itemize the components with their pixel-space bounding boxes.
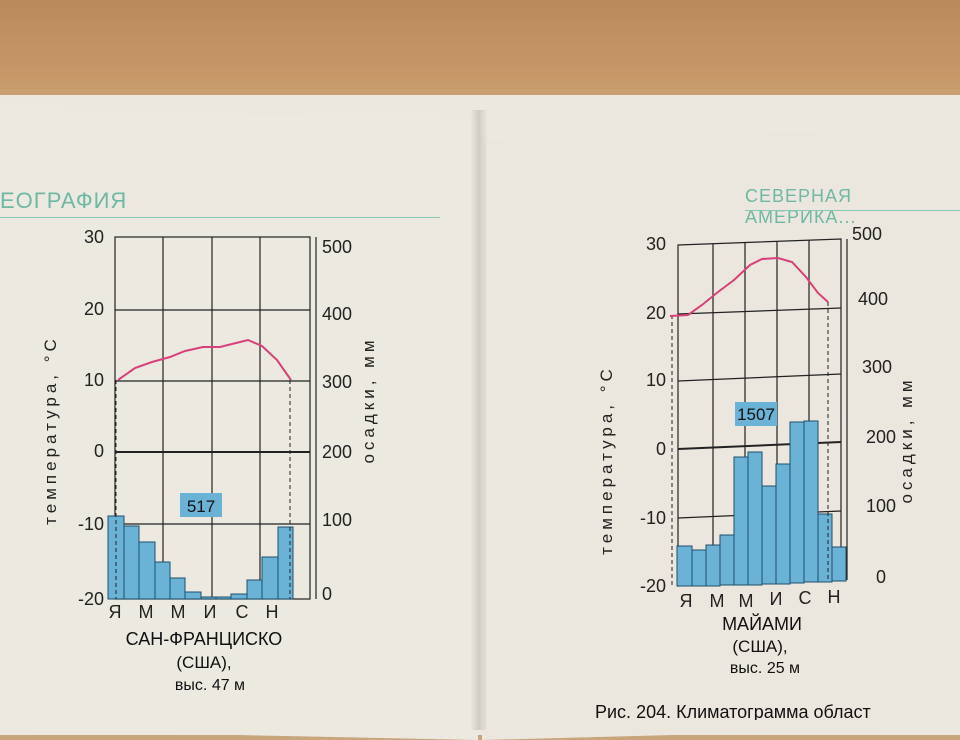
left-grid: [114, 236, 311, 600]
left-precip-tick: 300: [322, 372, 352, 392]
left-month-label: М: [171, 602, 186, 622]
right-month-label: И: [770, 589, 783, 609]
left-month-label: Н: [266, 602, 279, 622]
left-altitude: выс. 47 м: [175, 677, 245, 694]
right-month-label: Н: [828, 587, 841, 607]
left-precip-tick: 0: [322, 584, 332, 604]
left-precip-tick: 500: [322, 237, 352, 257]
left-temp-tick: -20: [78, 589, 104, 609]
right-country: (США),: [732, 637, 787, 656]
right-precip-ticks: 500 400 300 200 100 0: [852, 224, 896, 587]
right-temperature-curve: [669, 256, 829, 317]
right-temp-tick: -20: [640, 576, 666, 596]
right-temp-tick: 30: [646, 234, 666, 254]
right-temp-tick: 0: [656, 439, 666, 459]
right-month-label: М: [710, 591, 725, 611]
left-temp-axis-label: температура, °С: [41, 335, 60, 525]
right-temp-axis-label: температура, °С: [597, 365, 616, 555]
left-temp-tick: -10: [78, 514, 104, 534]
right-precip-tick: 100: [866, 496, 896, 516]
right-precip-axis-label: осадки, мм: [897, 376, 916, 503]
left-precip-ticks: 500 400 300 200 100 0: [322, 237, 352, 604]
right-city: МАЙАМИ: [722, 613, 802, 634]
left-country: (США),: [176, 653, 231, 672]
right-month-label: М: [739, 591, 754, 611]
right-temp-ticks: 30 20 10 0 -10 -20: [640, 234, 666, 596]
right-temp-tick: -10: [640, 508, 666, 528]
right-month-labels: Я М М И С Н: [680, 587, 841, 611]
right-page-header: СЕВЕРНАЯ АМЕРИКА...: [745, 186, 857, 227]
left-precip-tick: 100: [322, 510, 352, 530]
right-dashed-guides: [671, 302, 829, 585]
left-precip-tick: 200: [322, 442, 352, 462]
book-spine: [470, 110, 488, 730]
right-month-label: С: [799, 588, 812, 608]
right-precip-tick: 200: [866, 427, 896, 447]
right-header-rule: [745, 210, 960, 211]
right-total-precip-box: [735, 402, 777, 426]
left-month-labels: Я М М И С Н: [109, 602, 279, 622]
right-precip-tick: 500: [852, 224, 882, 244]
left-temp-ticks: 30 20 10 0 -10 -20: [78, 227, 104, 609]
left-temp-tick: 0: [94, 441, 104, 461]
left-precip-axis-label: осадки, мм: [359, 336, 378, 463]
left-city: САН-ФРАНЦИСКО: [126, 629, 283, 649]
right-month-label: Я: [680, 591, 693, 611]
left-header-rule: [0, 217, 440, 218]
left-dashed-guides: [115, 380, 291, 599]
left-total-precip-box: [180, 493, 222, 517]
left-temperature-curve: [117, 338, 292, 381]
right-temp-tick: 20: [646, 303, 666, 323]
left-total-precip: 517: [187, 497, 215, 516]
left-page-header: ЕОГРАФИЯ: [0, 188, 128, 213]
right-temp-tick: 10: [646, 370, 666, 390]
right-altitude: выс. 25 м: [730, 660, 800, 677]
left-month-label: Я: [109, 602, 122, 622]
left-temp-tick: 20: [84, 299, 104, 319]
left-month-label: С: [236, 602, 249, 622]
san-francisco-climatogram: 517 30 20 10 0 -10 -20 500 400 300 200 1…: [41, 227, 378, 694]
left-temp-tick: 10: [84, 370, 104, 390]
right-figure-caption: Рис. 204. Климатограмма област: [595, 702, 871, 720]
left-temp-tick: 30: [84, 227, 104, 247]
left-precip-tick: 400: [322, 304, 352, 324]
left-month-label: И: [204, 602, 217, 622]
miami-climatogram: 1507 30 20 10 0 -10 -20 500 400 300 200 …: [595, 224, 916, 720]
right-total-precip: 1507: [737, 405, 775, 424]
right-precip-tick: 0: [876, 567, 886, 587]
left-month-label: М: [139, 602, 154, 622]
right-precip-tick: 300: [862, 357, 892, 377]
right-precip-tick: 400: [858, 289, 888, 309]
